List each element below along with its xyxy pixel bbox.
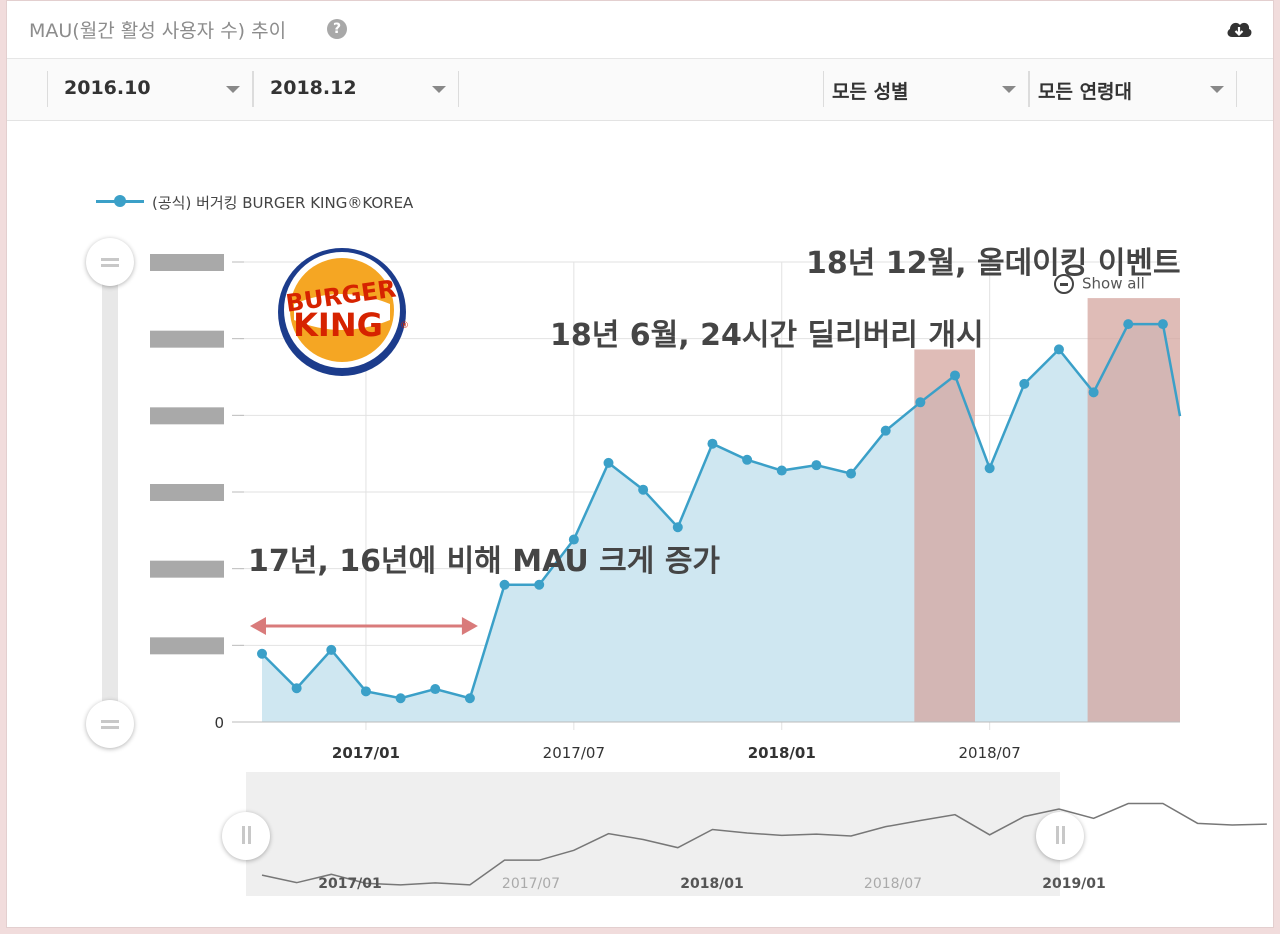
data-point-2017/03 [430,684,441,695]
chevron-down-icon [432,86,446,93]
annotation-2018-12: 18년 12월, 올데이킹 이벤트 [806,246,1181,281]
legend-marker [114,195,126,207]
filter-bar: 2016.10 2018.12 모든 성별 모든 연령대 [7,59,1273,121]
x-tick-label: 2018/07 [958,744,1020,762]
data-point-2017/01 [360,686,371,697]
data-point-2018/08 [1019,378,1030,389]
chevron-down-icon [1210,86,1224,93]
data-point-2017/06 [534,579,545,590]
data-point-2017/11 [707,438,718,449]
data-point-2017/04 [464,693,475,704]
gender-value: 모든 성별 [832,81,909,103]
age-value: 모든 연령대 [1038,81,1133,103]
data-point-2017/09 [638,484,649,495]
redacted-y-tick-label [150,637,224,655]
data-point-2018/10 [1088,387,1099,398]
navigator-tick-label: 2017/01 [318,876,382,892]
y-slider-bottom-handle[interactable] [86,700,134,748]
data-point-2017/05 [499,579,510,590]
data-point-2017/02 [395,693,406,704]
data-point-2018/07 [984,463,995,474]
logo-bottom-text: KING [293,306,383,344]
question-circle-icon[interactable]: ? [327,19,347,39]
annotation-2018-06: 18년 6월, 24시간 딜리버리 개시 [550,318,984,353]
data-point-2018/06 [950,370,960,381]
y-range-slider[interactable] [102,264,118,722]
navigator-tick-label: 2019/01 [1042,876,1106,892]
highlight-range [1087,298,1180,722]
chevron-down-icon [226,86,240,93]
navigator-tick-label: 2018/07 [864,876,922,892]
data-point-2018/04 [880,425,891,436]
data-point-2016/10 [257,648,267,659]
zoom-out-icon [1054,274,1074,294]
y-slider-top-handle[interactable] [86,238,134,286]
data-point-2018/09 [1053,344,1064,355]
data-point-2016/11 [291,683,302,694]
panel-header: MAU(월간 활성 사용자 수) 추이 ? [7,1,1273,59]
gender-select[interactable]: 모든 성별 [823,71,1029,107]
x-tick-label: 2018/01 [748,744,816,762]
data-point-2018/02 [811,460,822,471]
navigator-selected-range [246,772,1060,896]
x-tick-label: 2017/07 [543,744,605,762]
end-month-select[interactable]: 2018.12 [253,71,459,107]
data-point-2016/12 [326,644,337,655]
navigator-tick-label: 2018/01 [680,876,744,892]
redacted-y-tick-label [150,254,224,271]
data-point-2018/01 [776,465,787,476]
start-month-value: 2016.10 [64,77,151,99]
data-point-2018/11 [1123,319,1134,330]
annotation-arrow-left-head [250,617,266,635]
chevron-down-icon [1002,86,1016,93]
navigator-right-handle[interactable] [1036,812,1084,860]
redacted-y-tick-label [150,407,224,425]
y-tick-label: 0 [214,714,224,732]
data-point-2018/05 [915,397,926,408]
start-month-select[interactable]: 2016.10 [47,71,253,107]
x-tick-label: 2017/01 [332,744,400,762]
data-point-2017/12 [742,454,753,465]
annotation-arrow-right-head [461,617,478,635]
navigator-line [261,802,1267,886]
legend-label: (공식) 버거킹 BURGER KING®KOREA [152,194,414,212]
data-point-2017/10 [672,522,683,533]
navigator-left-handle[interactable] [222,812,270,860]
data-point-2017/07 [568,534,579,545]
logo-registered-mark: ® [400,321,408,331]
redacted-y-tick-label [150,330,224,348]
redacted-y-tick-label [150,484,224,501]
cloud-download-icon[interactable] [1225,17,1253,43]
redacted-y-tick-label [150,560,224,578]
end-month-value: 2018.12 [270,77,357,99]
annotation-2017: 17년, 16년에 비해 MAU 크게 증가 [248,544,721,579]
data-point-2017/08 [603,457,614,468]
page-title: MAU(월간 활성 사용자 수) 추이 [29,20,287,42]
burger-king-logo: BURGER KING ® [278,248,408,376]
series-area [262,324,1180,722]
data-point-2018/03 [846,468,857,479]
show-all-label: Show all [1082,274,1145,293]
series-line [261,322,1182,700]
age-select[interactable]: 모든 연령대 [1029,71,1237,107]
show-all-button[interactable]: Show all [1054,274,1145,294]
navigator-tick-label: 2017/07 [502,876,560,892]
highlight-range [914,349,975,722]
data-point-2018/12 [1157,319,1168,330]
